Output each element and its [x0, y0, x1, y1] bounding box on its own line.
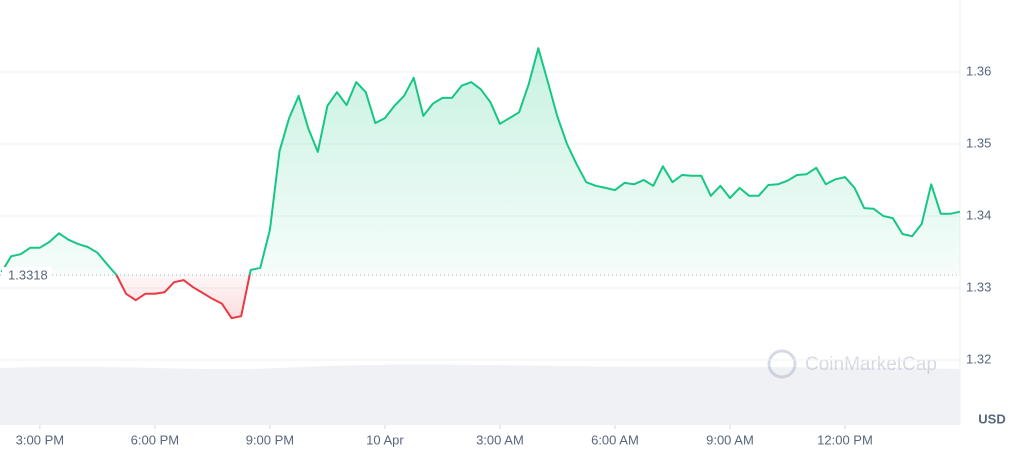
baseline-label-box: [2, 267, 52, 285]
x-tick-label: 9:00 PM: [246, 432, 294, 447]
x-tick-label: 10 Apr: [366, 432, 404, 447]
volume-band: [0, 364, 960, 425]
baseline-label: 1.3318: [8, 267, 48, 282]
watermark: CoinMarketCap: [767, 349, 937, 379]
price-line: [0, 47, 961, 320]
y-tick-label: 1.35: [966, 135, 991, 150]
watermark-text: CoinMarketCap: [805, 354, 937, 375]
x-tick-label: 12:00 PM: [817, 432, 873, 447]
x-tick-label: 3:00 PM: [16, 432, 64, 447]
area: [1, 48, 960, 319]
x-tick-label: 6:00 PM: [131, 432, 179, 447]
x-tick-label: 3:00 AM: [476, 432, 524, 447]
watermark-logo: [767, 349, 797, 379]
unit-label: USD: [978, 411, 1005, 426]
y-tick-label: 1.33: [966, 279, 991, 294]
y-tick-label: 1.32: [966, 351, 991, 366]
x-tick-label: 6:00 AM: [591, 432, 639, 447]
x-tick-label: 9:00 AM: [706, 432, 754, 447]
y-tick-label: 1.34: [966, 207, 991, 222]
y-tick-label: 1.36: [966, 63, 991, 78]
